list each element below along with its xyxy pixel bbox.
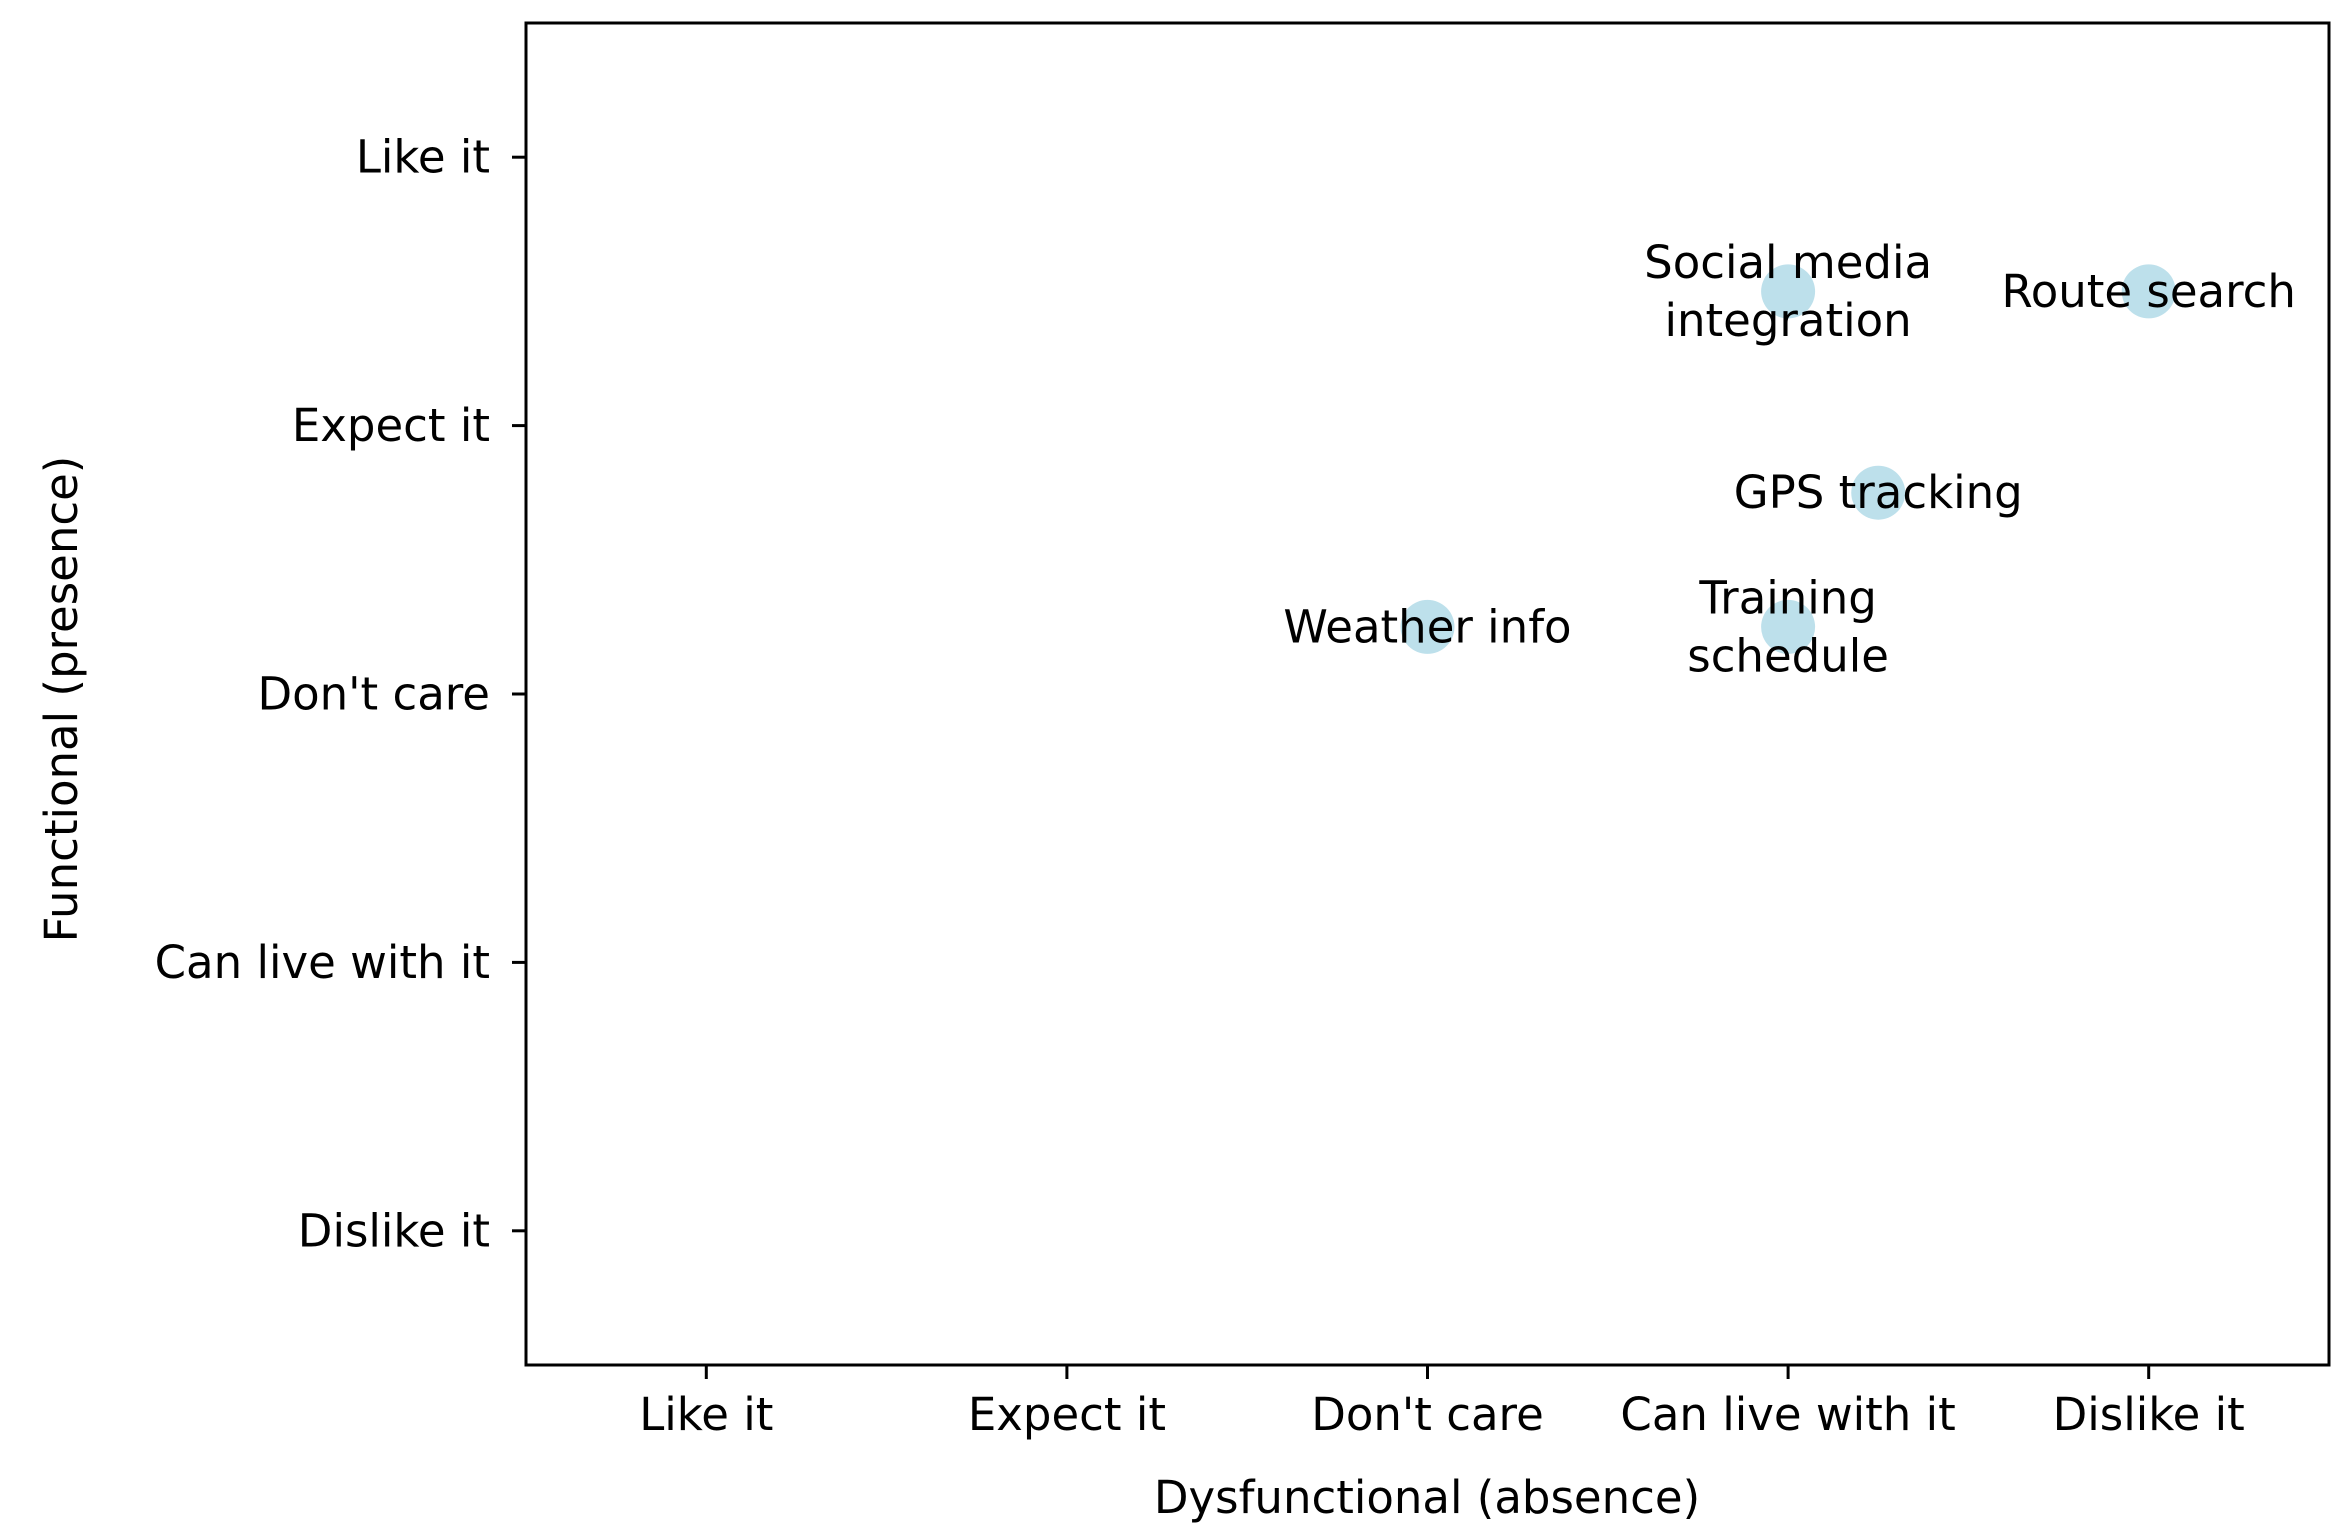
data-point-label: Route search	[2001, 265, 2295, 318]
data-point-label: integration	[1664, 294, 1911, 347]
data-point-label: schedule	[1687, 629, 1889, 682]
y-axis-ticks: Like it Expect it Don't care Can live with …	[155, 131, 526, 1257]
y-tick-label: Expect it	[292, 399, 490, 452]
x-axis-label: Dysfunctional (absence)	[1154, 1471, 1700, 1524]
y-tick-label: Don't care	[257, 668, 490, 721]
data-point	[1400, 599, 1455, 654]
x-tick-label: Expect it	[968, 1388, 1166, 1441]
data-point-label: Social media	[1644, 236, 1932, 289]
data-point-label: Weather info	[1283, 600, 1571, 653]
data-point	[1851, 465, 1906, 520]
y-axis-label: Functional (presence)	[35, 456, 88, 943]
x-tick-label: Can live with it	[1620, 1388, 1955, 1441]
x-tick-label: Dislike it	[2053, 1388, 2245, 1441]
y-tick-label: Can live with it	[155, 936, 490, 989]
y-tick-label: Like it	[356, 131, 490, 184]
data-point-label: GPS tracking	[1734, 466, 2023, 519]
x-tick-label: Don't care	[1311, 1388, 1544, 1441]
x-axis-ticks: Like it Expect it Don't care Can live with …	[639, 1365, 2245, 1441]
data-point-label: Training	[1698, 571, 1877, 624]
x-tick-label: Like it	[639, 1388, 773, 1441]
plot-area	[524, 21, 2331, 1367]
data-point	[1761, 264, 1816, 319]
data-point	[1761, 599, 1816, 654]
points-layer	[1400, 264, 2176, 654]
y-tick-label: Dislike it	[298, 1204, 490, 1257]
data-point	[2121, 264, 2176, 319]
